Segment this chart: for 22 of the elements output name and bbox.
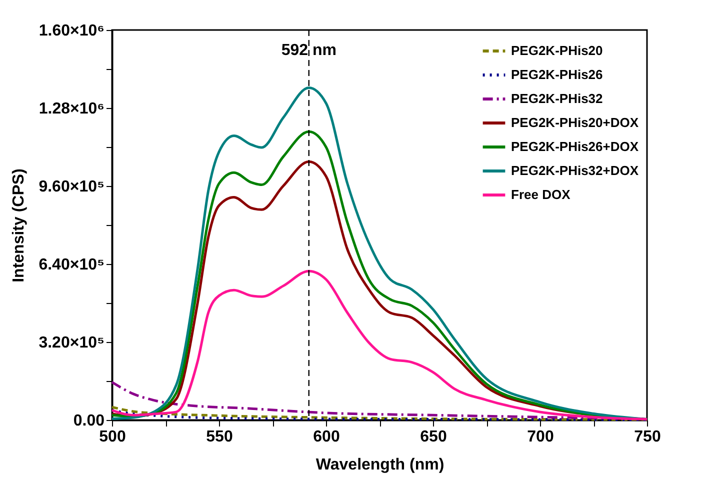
y-tick-label: 3.20×10⁵ xyxy=(38,334,104,352)
x-tick-label: 500 xyxy=(99,428,126,446)
x-tick-label: 750 xyxy=(634,428,661,446)
ref-line-label: 592 nm xyxy=(281,42,336,59)
legend-label: PEG2K-PHis32 xyxy=(511,91,603,106)
y-tick-label: 9.60×10⁵ xyxy=(38,178,104,196)
legend-label: PEG2K-PHis20+DOX xyxy=(511,115,639,130)
y-axis-title: Intensity (CPS) xyxy=(10,168,28,282)
x-tick-label: 600 xyxy=(313,428,340,446)
x-tick-label: 550 xyxy=(206,428,233,446)
legend-label: PEG2K-PHis26+DOX xyxy=(511,139,639,154)
x-tick-label: 650 xyxy=(420,428,447,446)
y-tick-label: 6.40×10⁵ xyxy=(38,256,104,274)
x-tick-label: 700 xyxy=(527,428,554,446)
y-tick-label: 1.28×10⁶ xyxy=(38,100,104,118)
y-tick-label: 0.00 xyxy=(73,412,105,430)
legend-label: Free DOX xyxy=(511,187,571,202)
y-tick-label: 1.60×10⁶ xyxy=(38,22,104,40)
legend-label: PEG2K-PHis20 xyxy=(511,43,603,58)
x-axis-title: Wavelength (nm) xyxy=(316,456,444,474)
legend-label: PEG2K-PHis32+DOX xyxy=(511,163,639,178)
legend-label: PEG2K-PHis26 xyxy=(511,67,603,82)
